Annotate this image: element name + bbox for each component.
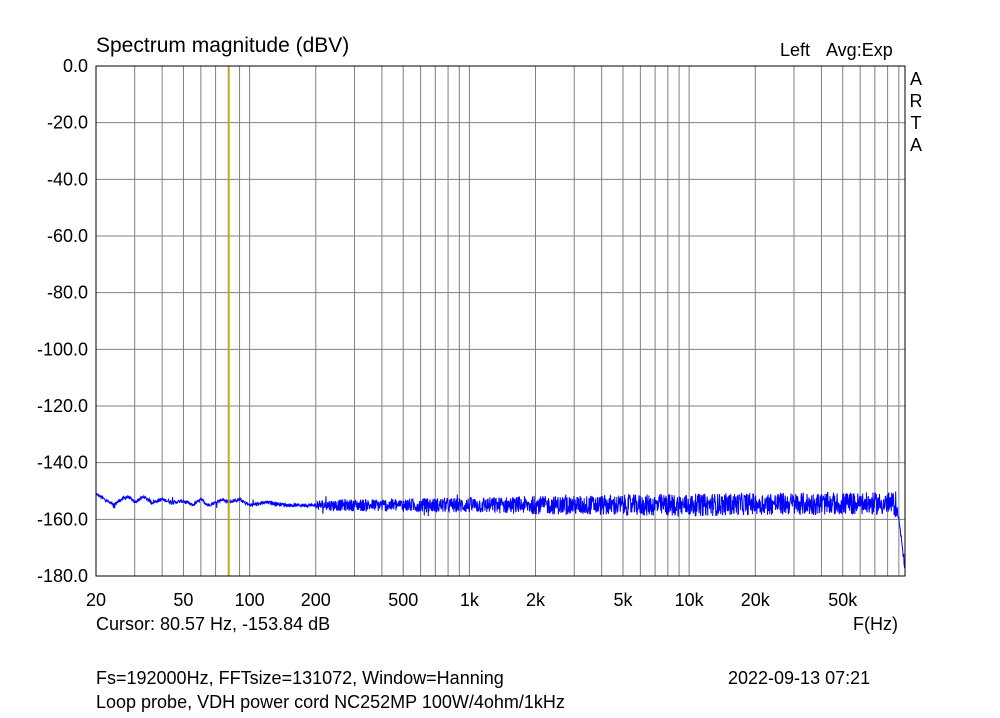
y-tick-label: -60.0	[47, 226, 88, 246]
timestamp: 2022-09-13 07:21	[728, 668, 871, 688]
y-tick-label: -140.0	[37, 453, 88, 473]
measurement-settings: Fs=192000Hz, FFTsize=131072, Window=Hann…	[96, 668, 504, 688]
x-tick-label: 20	[86, 590, 106, 610]
measurement-description: Loop probe, VDH power cord NC252MP 100W/…	[96, 692, 565, 712]
x-axis-label: F(Hz)	[853, 614, 898, 634]
x-tick-label: 50k	[828, 590, 858, 610]
x-tick-label: 200	[301, 590, 331, 610]
y-tick-label: -80.0	[47, 283, 88, 303]
watermark-letter: A	[909, 135, 922, 155]
x-tick-label: 50	[173, 590, 193, 610]
watermark-letter: T	[910, 113, 922, 133]
y-tick-label: -180.0	[37, 566, 88, 586]
watermark-letter: R	[909, 91, 923, 111]
y-tick-label: -20.0	[47, 113, 88, 133]
chart-title: Spectrum magnitude (dBV)	[96, 34, 350, 57]
arta-watermark: A R T A	[906, 68, 926, 156]
averaging-label: Avg:Exp	[826, 40, 893, 60]
cursor-readout: Cursor: 80.57 Hz, -153.84 dB	[96, 614, 331, 634]
x-tick-label: 20k	[741, 590, 771, 610]
x-tick-label: 500	[388, 590, 418, 610]
y-tick-label: 0.0	[63, 56, 88, 76]
channel-label: Left	[780, 40, 811, 60]
x-tick-label: 1k	[460, 590, 480, 610]
x-tick-label: 100	[235, 590, 265, 610]
watermark-letter: A	[909, 69, 922, 89]
y-tick-label: -160.0	[37, 509, 88, 529]
y-tick-label: -40.0	[47, 169, 88, 189]
plot-frame	[95, 65, 906, 577]
y-tick-label: -100.0	[37, 339, 88, 359]
x-tick-label: 10k	[675, 590, 705, 610]
spectrum-trace	[95, 491, 906, 569]
y-tick-label: -120.0	[37, 396, 88, 416]
x-tick-label: 5k	[613, 590, 633, 610]
x-tick-label: 2k	[526, 590, 546, 610]
